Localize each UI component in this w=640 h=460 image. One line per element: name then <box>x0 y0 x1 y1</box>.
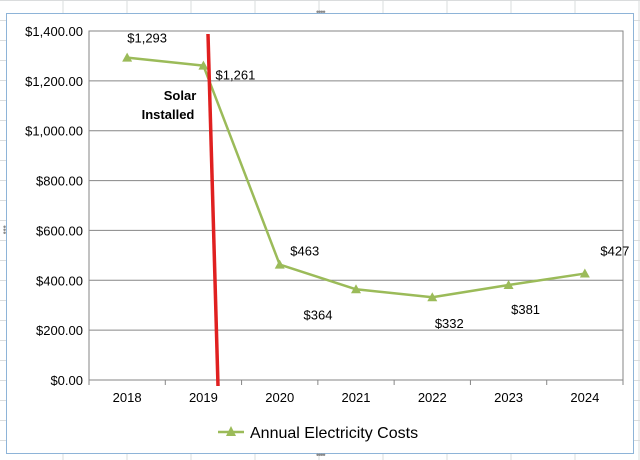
data-label: $463 <box>290 244 319 259</box>
legend-label: Annual Electricity Costs <box>250 425 418 442</box>
x-tick-label: 2022 <box>418 390 447 405</box>
data-point-marker <box>198 60 209 70</box>
plot-area-border <box>88 30 624 381</box>
x-tick-label: 2024 <box>570 390 599 405</box>
line-chart: $0.00 $200.00 $400.00 $600.00 $800.00 $1,000.… <box>25 24 629 442</box>
chart-resize-handle-bottom[interactable]: •••• <box>316 450 326 460</box>
chart-resize-handle-top[interactable]: •••• <box>316 7 326 17</box>
x-tick-label: 2023 <box>494 390 523 405</box>
y-tick-label: $1,400.00 <box>25 24 83 39</box>
x-tick-label: 2020 <box>265 390 294 405</box>
data-label: $381 <box>511 302 540 317</box>
data-point-marker <box>427 292 438 302</box>
y-tick-label: $600.00 <box>36 223 83 238</box>
y-tick-label: $200.00 <box>36 323 83 338</box>
data-point-marker <box>274 259 285 269</box>
y-tick-label: $1,200.00 <box>25 74 83 89</box>
x-tick-label: 2019 <box>189 390 218 405</box>
annotation-label: Solar <box>164 88 197 103</box>
chart-resize-handle-left[interactable]: • • • <box>3 222 6 238</box>
data-point-marker <box>579 268 590 278</box>
x-tick-label: 2018 <box>113 390 142 405</box>
data-label: $332 <box>435 316 464 331</box>
data-point-marker <box>122 52 133 62</box>
y-tick-label: $400.00 <box>36 273 83 288</box>
solar-installed-marker-line <box>206 33 220 387</box>
data-label: $1,261 <box>216 68 256 83</box>
legend-marker-swatch <box>226 426 236 436</box>
y-tick-label: $0.00 <box>50 373 83 388</box>
data-point-marker <box>351 284 361 294</box>
chart-object[interactable]: $0.00 $200.00 $400.00 $600.00 $800.00 $1,000.… <box>6 13 634 454</box>
y-tick-label: $800.00 <box>36 174 83 189</box>
data-label: $427 <box>600 244 629 259</box>
annotation-label: Installed <box>142 107 195 122</box>
data-label: $364 <box>304 307 333 322</box>
y-tick-label: $1,000.00 <box>25 124 83 139</box>
data-point-marker <box>503 280 514 290</box>
data-label: $1,293 <box>127 31 167 46</box>
x-tick-label: 2021 <box>342 390 371 405</box>
